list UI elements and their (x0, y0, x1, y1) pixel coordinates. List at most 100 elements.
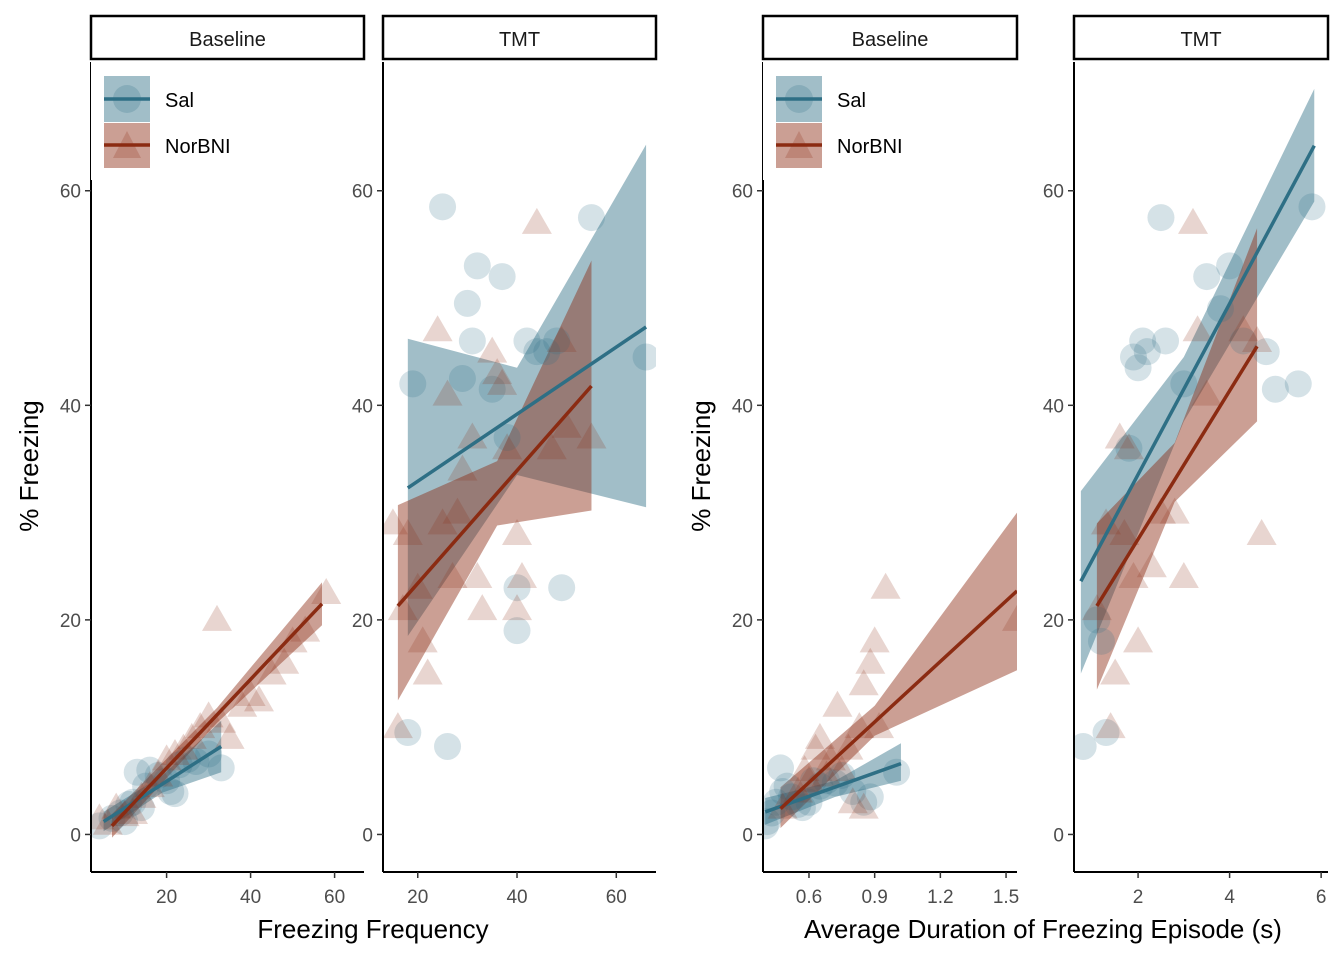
fig0-tmt-sal-point (548, 574, 576, 602)
left-strip-tmt-text: TMT (499, 29, 540, 51)
fig1-baseline-norbni-point (811, 760, 842, 787)
fig1-tmt-norbni-point (1095, 712, 1126, 739)
fig0-baseline-norbni-point (311, 578, 342, 605)
fig0-baseline-plot-area (91, 578, 342, 840)
fig1-tmt-sal-point (1124, 354, 1152, 382)
fig0-tmt-norbni-point (447, 454, 478, 481)
fig1-baseline-sal-point (763, 808, 781, 836)
fig1-tmt-norbni-point (1123, 626, 1154, 653)
fig1-tmt-y-tick-label: 40 (1043, 396, 1064, 417)
fig0-tmt-sal-point (503, 574, 531, 602)
fig1-tmt-norbni-point (1177, 207, 1208, 234)
fig1-tmt-norbni-point (1182, 315, 1213, 342)
fig0-tmt-sal-point (478, 375, 506, 403)
fig0-tmt-norbni-point (383, 712, 413, 739)
fig1-baseline-y-tick-label: 0 (742, 825, 753, 846)
fig0-tmt-x-tick-label: 20 (407, 887, 428, 908)
fig0-baseline-norbni-point (193, 701, 224, 728)
fig1-tmt-sal-point (1074, 732, 1097, 760)
fig0-tmt-norbni-point (477, 336, 508, 363)
fig1-tmt-sal-point (1115, 434, 1143, 462)
fig1-tmt-y-tick-label: 0 (1053, 825, 1064, 846)
fig1-baseline-sal-ci-band (765, 743, 901, 825)
fig1-baseline-norbni-point (804, 722, 835, 749)
fig1-tmt-sal-point (1083, 606, 1111, 634)
fig1-tmt-sal-point (1252, 338, 1280, 366)
fig0-baseline-norbni-point (185, 712, 216, 739)
fig0-baseline-norbni-fit-line (110, 602, 324, 828)
fig1-tmt-sal-point (1129, 327, 1157, 355)
fig1-tmt-sal-point (1229, 327, 1257, 355)
fig0-tmt-norbni-point (551, 411, 582, 438)
fig0-baseline-sal-fit-line (102, 745, 223, 824)
fig0-baseline-norbni-point (256, 658, 287, 685)
right-legend: Sal NorBNI (763, 62, 911, 180)
fig0-baseline-norbni-point (160, 738, 190, 765)
fig1-tmt-sal-point (1133, 338, 1161, 366)
fig0-tmt-sal-point (458, 327, 486, 355)
fig0-tmt-sal-point (394, 719, 422, 747)
right-legend-key-norbni (776, 123, 822, 168)
fig0-tmt-norbni-point (462, 561, 493, 588)
left-strip-tmt: TMT (381, 14, 658, 61)
fig0-tmt-sal-point (493, 423, 521, 451)
fig1-tmt-norbni-point (1228, 315, 1259, 342)
fig0-baseline-norbni-point (168, 733, 199, 760)
fig0-baseline-norbni-point (277, 626, 308, 653)
fig0-tmt-sal-point (523, 338, 551, 366)
fig0-baseline-norbni-ci-band (112, 582, 322, 838)
fig0-tmt-sal-point (632, 343, 656, 371)
fig0-baseline-sal-point (165, 751, 193, 779)
fig0-tmt-y-tick-label: 40 (352, 396, 373, 417)
fig1-baseline-sal-point (883, 758, 911, 786)
fig0-tmt-sal-point (434, 732, 462, 760)
fig0-tmt-norbni-ci-band (397, 260, 592, 701)
fig0-baseline-norbni-point (227, 690, 258, 717)
fig0-tmt-y-tick-label: 20 (352, 611, 373, 632)
fig1-baseline-norbni-point (848, 792, 879, 819)
fig0-tmt-sal-point (577, 204, 605, 232)
right-strip-tmt-text: TMT (1180, 29, 1221, 51)
fig1-baseline-norbni-point (826, 755, 857, 782)
fig0-baseline-norbni-point (92, 808, 123, 835)
fig0-tmt-norbni-point (432, 379, 463, 406)
fig0-tmt-sal-point (488, 263, 516, 291)
fig0-tmt-sal-point (429, 193, 457, 221)
fig1-baseline-plot-area (763, 512, 1017, 840)
left-legend-key-sal (104, 76, 150, 122)
left-legend: Sal NorBNI (91, 62, 239, 180)
right-ylabel: % Freezing (686, 400, 716, 532)
fig1-baseline-y-tick-label: 20 (732, 611, 753, 632)
fig1-baseline-norbni-point (837, 787, 868, 814)
fig0-baseline-norbni-point (118, 797, 148, 824)
fig0-tmt-norbni-fit-line (396, 384, 593, 608)
fig1-baseline-norbni-fit-line (779, 589, 1017, 810)
fig1-tmt-norbni-point (1104, 422, 1135, 449)
fig1-tmt-sal-point (1216, 252, 1244, 280)
fig0-baseline-y-tick-label: 40 (60, 396, 81, 417)
fig1-tmt-sal-fit-line (1079, 144, 1316, 583)
fig0-tmt-norbni-point (442, 497, 473, 524)
fig1-tmt-sal-point (1092, 719, 1120, 747)
fig1-baseline-norbni-point (789, 755, 820, 782)
fig0-baseline-norbni-point (269, 647, 300, 674)
fig1-tmt-sal-point (1193, 263, 1221, 291)
fig1-baseline-norbni-point (844, 712, 875, 739)
fig1-tmt-norbni-point (1136, 551, 1167, 578)
fig0-baseline-sal-point (161, 780, 189, 808)
left-legend-key-norbni (104, 123, 150, 168)
fig0-tmt-norbni-point (392, 519, 423, 546)
fig0-baseline-norbni-point (235, 679, 266, 706)
fig1-tmt-norbni-point (1168, 561, 1199, 588)
fig1-baseline-norbni-point (848, 669, 879, 696)
fig0-tmt-norbni-point (502, 594, 533, 621)
fig1-baseline-norbni-point (793, 765, 824, 792)
fig0-tmt-norbni-point (521, 207, 552, 234)
fig0-baseline-norbni-point (244, 685, 274, 712)
right-legend-label-sal: Sal (837, 90, 866, 112)
fig1-baseline-norbni-point (855, 647, 886, 674)
fig1-tmt-norbni-point (1159, 497, 1190, 524)
fig0-tmt-x-tick-label: 60 (606, 887, 627, 908)
left-xlabel: Freezing Frequency (257, 914, 488, 944)
fig0-tmt-norbni-point (387, 594, 418, 621)
